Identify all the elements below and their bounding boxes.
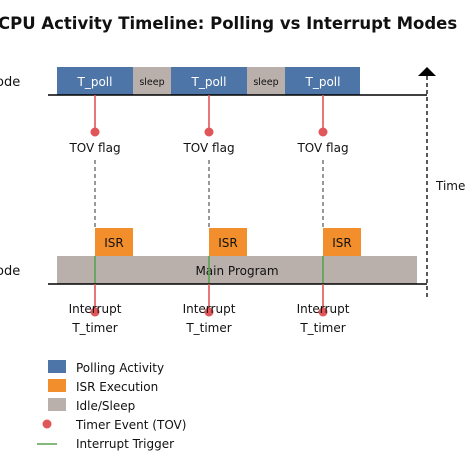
polling-block-t-poll: [171, 67, 247, 95]
tov-flag-label: TOV flag: [68, 141, 120, 155]
interrupt-label: Interrupt: [297, 302, 350, 316]
timer-events: Interrupt T_timer Interrupt T_timer Inte…: [69, 284, 350, 335]
polling-block-label: T_poll: [77, 75, 113, 89]
interrupt-triggers: [94, 256, 324, 284]
polling-block-sleep: [247, 67, 285, 95]
polling-block-label: sleep: [253, 77, 278, 88]
timer-label: T_timer: [71, 321, 117, 335]
time-label: Time: [435, 179, 465, 193]
event-connectors: [94, 160, 324, 228]
polling-block-t-poll: [57, 67, 133, 95]
legend-label: Interrupt Trigger: [76, 437, 174, 451]
polling-block-label: T_poll: [191, 75, 227, 89]
interrupt-label: Interrupt: [69, 302, 122, 316]
tov-flag-label: TOV flag: [296, 141, 348, 155]
main-program-label: Main Program: [195, 264, 278, 278]
legend-label: ISR Execution: [76, 380, 158, 394]
timer-event-marker: [90, 307, 100, 317]
polling-block-label: T_poll: [305, 75, 341, 89]
isr-blocks: ISR ISR ISR: [95, 228, 361, 256]
isr-label: ISR: [104, 236, 124, 250]
polling-block-t-poll: [285, 67, 360, 95]
isr-block: [95, 228, 133, 256]
tov-event-marker: [204, 127, 214, 137]
polling-row-label: ode: [0, 75, 20, 90]
isr-label: ISR: [218, 236, 238, 250]
polling-row: T_poll sleep T_poll sleep T_poll: [57, 67, 360, 95]
tov-flag-label: TOV flag: [182, 141, 234, 155]
tov-events: TOV flag TOV flag TOV flag: [68, 95, 349, 155]
legend-swatch-idle: [48, 398, 66, 411]
isr-block: [209, 228, 247, 256]
timer-event-marker: [204, 307, 214, 317]
isr-block: [323, 228, 361, 256]
timer-event-marker: [318, 307, 328, 317]
legend-label: Timer Event (TOV): [75, 418, 186, 432]
tov-event-marker: [318, 127, 328, 137]
timer-label: T_timer: [299, 321, 345, 335]
time-axis-arrow: [418, 67, 436, 76]
polling-block-label: sleep: [139, 77, 164, 88]
main-program-bar: [57, 256, 417, 284]
isr-label: ISR: [332, 236, 352, 250]
legend: Polling Activity ISR Execution Idle/Slee…: [37, 360, 186, 451]
legend-swatch-isr: [48, 379, 66, 392]
legend-label: Polling Activity: [76, 361, 164, 375]
interrupt-row-label: ode: [0, 264, 20, 279]
legend-marker-timer-event: [42, 419, 52, 429]
interrupt-label: Interrupt: [183, 302, 236, 316]
diagram-title: CPU Activity Timeline: Polling vs Interr…: [0, 14, 457, 33]
legend-swatch-polling: [48, 360, 66, 373]
tov-event-marker: [90, 127, 100, 137]
polling-block-sleep: [133, 67, 171, 95]
timer-label: T_timer: [185, 321, 231, 335]
legend-label: Idle/Sleep: [76, 399, 135, 413]
